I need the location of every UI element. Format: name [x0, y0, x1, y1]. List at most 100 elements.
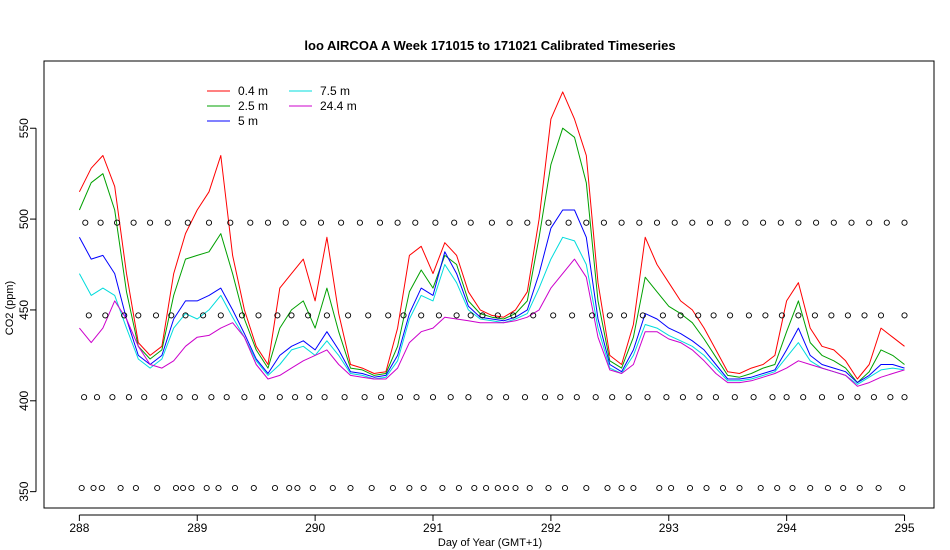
data-point-marker [250, 484, 257, 492]
data-point-marker [783, 394, 790, 401]
data-point-marker [286, 484, 293, 492]
data-point-marker [486, 394, 493, 401]
y-tick-label: 450 [17, 300, 31, 320]
data-point-marker [406, 484, 413, 492]
data-point-marker [132, 484, 139, 492]
data-point-marker [606, 312, 613, 319]
data-point-marker [789, 484, 796, 492]
data-point-marker [483, 484, 490, 492]
data-point-marker [731, 394, 738, 401]
data-point-marker [141, 394, 148, 401]
data-point-marker [341, 394, 348, 401]
data-point-marker [81, 394, 88, 401]
data-point-marker [365, 312, 372, 319]
data-point-marker [813, 219, 820, 226]
data-point-marker [828, 312, 835, 319]
data-point-marker [545, 219, 552, 226]
data-point-marker [223, 394, 230, 401]
data-point-marker [90, 484, 97, 492]
chart-title: loo AIRCOA A Week 171015 to 171021 Calib… [304, 38, 675, 53]
data-point-marker [435, 312, 442, 319]
data-point-marker [361, 394, 368, 401]
data-point-marker [329, 484, 336, 492]
data-point-marker [241, 394, 248, 401]
data-point-marker [901, 312, 908, 319]
data-point-marker [394, 219, 401, 226]
data-point-marker [854, 394, 861, 401]
data-point-marker [338, 219, 345, 226]
data-point-marker [413, 394, 420, 401]
data-point-marker [282, 219, 289, 226]
y-axis-label: CO2 (ppm) [4, 281, 16, 335]
data-point-marker [231, 484, 239, 492]
data-point-marker [861, 312, 868, 319]
data-point-marker [795, 312, 802, 319]
data-point-marker [689, 219, 696, 226]
data-point-marker [389, 484, 396, 492]
data-point-marker [837, 394, 844, 401]
data-point-marker [161, 394, 168, 401]
data-point-marker [471, 484, 478, 492]
data-point-marker [830, 219, 837, 226]
data-point-marker [712, 394, 719, 401]
data-point-marker [877, 312, 885, 319]
data-point-marker [618, 219, 625, 226]
data-point-marker [663, 394, 670, 401]
data-point-marker [271, 484, 279, 492]
x-tick-label: 295 [895, 521, 915, 535]
data-point-marker [727, 312, 734, 319]
data-point-marker [883, 219, 890, 226]
data-point-marker [200, 312, 207, 319]
legend-label-5-m: 5 m [238, 114, 258, 128]
data-point-marker [901, 219, 908, 226]
y-tick-label: 400 [17, 390, 31, 410]
data-point-marker [467, 219, 474, 226]
data-point-marker [769, 394, 776, 401]
data-point-marker [323, 312, 330, 319]
data-point-marker [506, 219, 513, 226]
data-point-marker [604, 484, 611, 492]
data-point-marker [840, 484, 847, 492]
data-point-marker [97, 219, 104, 226]
series-line-24-4-m [79, 258, 905, 387]
data-point-marker [866, 219, 873, 226]
data-point-marker [130, 219, 137, 226]
data-point-marker [378, 394, 385, 401]
data-point-marker [147, 219, 154, 226]
series-line-7-5-m [78, 236, 905, 385]
data-point-marker [736, 484, 743, 492]
data-point-marker [191, 394, 198, 401]
data-point-marker [208, 394, 215, 401]
data-point-marker [294, 484, 301, 492]
data-point-marker [494, 484, 501, 492]
y-tick-label: 500 [17, 209, 31, 229]
legend-label-24-4-m: 24.4 m [320, 99, 357, 113]
data-point-marker [573, 394, 580, 401]
data-point-marker [760, 219, 767, 226]
data-point-marker [180, 484, 187, 492]
data-point-marker [264, 219, 272, 226]
data-point-marker [695, 312, 702, 319]
data-point-marker [429, 394, 437, 401]
data-point-marker [300, 219, 307, 226]
data-point-marker [172, 484, 180, 492]
data-point-marker [93, 394, 101, 401]
data-point-marker [184, 219, 191, 226]
data-point-marker [521, 394, 529, 401]
data-point-marker [824, 484, 831, 492]
data-point-marker [78, 484, 85, 492]
data-point-marker [102, 312, 109, 319]
data-point-marker [625, 394, 632, 401]
data-point-marker [255, 312, 262, 319]
data-point-marker [182, 312, 189, 319]
data-point-marker [412, 219, 419, 226]
data-point-marker [541, 394, 549, 401]
data-point-marker [117, 484, 124, 492]
data-point-marker [583, 219, 590, 226]
data-point-marker [745, 312, 752, 319]
data-point-marker [347, 484, 354, 492]
data-point-marker [561, 484, 569, 492]
data-point-marker [345, 312, 352, 319]
data-point-marker [451, 219, 458, 226]
